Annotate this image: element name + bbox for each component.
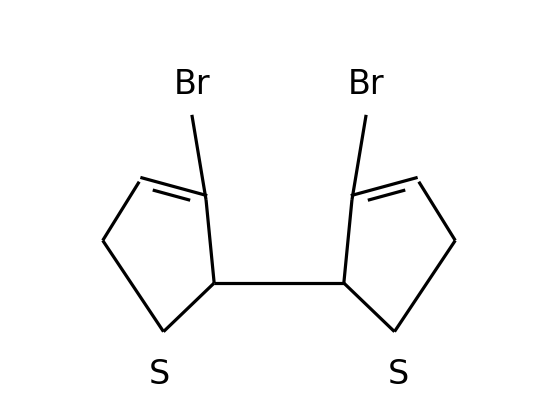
Text: S: S <box>149 358 170 391</box>
Text: S: S <box>388 358 409 391</box>
Text: Br: Br <box>174 68 210 101</box>
Text: Br: Br <box>348 68 384 101</box>
